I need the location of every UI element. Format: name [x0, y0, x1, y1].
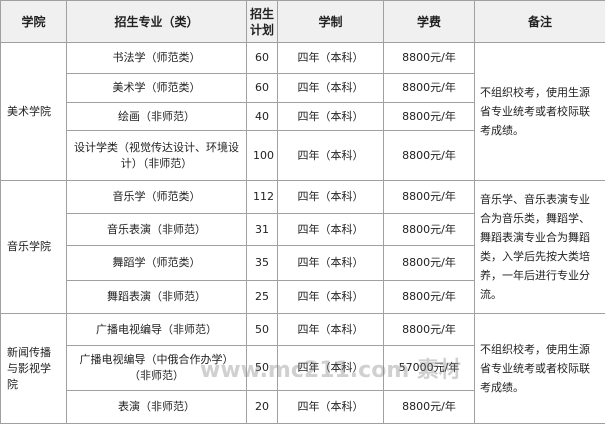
- header-row: 学院招生专业（类）招生计划学制学费备注: [1, 1, 605, 43]
- plan-cell: 100: [247, 131, 278, 181]
- header-cell: 招生专业（类）: [67, 1, 247, 43]
- major-cell: 书法学（师范类）: [67, 43, 247, 74]
- plan-cell: 112: [247, 181, 278, 214]
- fee-cell: 57000元/年: [384, 346, 475, 391]
- duration-cell: 四年（本科）: [278, 281, 384, 314]
- major-cell: 音乐表演（非师范）: [67, 214, 247, 246]
- major-cell: 音乐学（师范类）: [67, 181, 247, 214]
- duration-cell: 四年（本科）: [278, 246, 384, 281]
- fee-cell: 8800元/年: [384, 314, 475, 346]
- major-cell: 广播电视编导（非师范）: [67, 314, 247, 346]
- major-cell: 绘画（非师范）: [67, 103, 247, 131]
- plan-cell: 25: [247, 281, 278, 314]
- plan-cell: 35: [247, 246, 278, 281]
- duration-cell: 四年（本科）: [278, 314, 384, 346]
- fee-cell: 8800元/年: [384, 43, 475, 74]
- duration-cell: 四年（本科）: [278, 214, 384, 246]
- plan-cell: 50: [247, 346, 278, 391]
- major-cell: 广播电视编导（中俄合作办学）（非师范）: [67, 346, 247, 391]
- major-cell: 表演（非师范）: [67, 391, 247, 424]
- fee-cell: 8800元/年: [384, 214, 475, 246]
- fee-cell: 8800元/年: [384, 103, 475, 131]
- note-cell: 音乐学、音乐表演专业合为音乐类，舞蹈学、舞蹈表演专业合为舞蹈类，入学后先按大类培…: [475, 181, 605, 314]
- plan-cell: 50: [247, 314, 278, 346]
- plan-cell: 20: [247, 391, 278, 424]
- duration-cell: 四年（本科）: [278, 103, 384, 131]
- plan-cell: 60: [247, 43, 278, 74]
- college-cell: 新闻传播与影视学院: [1, 314, 67, 424]
- fee-cell: 8800元/年: [384, 131, 475, 181]
- note-cell: 不组织校考，使用生源省专业统考或者校际联考成绩。: [475, 314, 605, 424]
- header-cell: 招生计划: [247, 1, 278, 43]
- fee-cell: 8800元/年: [384, 391, 475, 424]
- major-cell: 美术学（师范类）: [67, 74, 247, 103]
- fee-cell: 8800元/年: [384, 181, 475, 214]
- header-cell: 学院: [1, 1, 67, 43]
- duration-cell: 四年（本科）: [278, 43, 384, 74]
- duration-cell: 四年（本科）: [278, 131, 384, 181]
- major-cell: 舞蹈学（师范类）: [67, 246, 247, 281]
- fee-cell: 8800元/年: [384, 281, 475, 314]
- header-cell: 学制: [278, 1, 384, 43]
- plan-cell: 40: [247, 103, 278, 131]
- duration-cell: 四年（本科）: [278, 181, 384, 214]
- major-cell: 设计学类（视觉传达设计、环境设计）（非师范）: [67, 131, 247, 181]
- fee-cell: 8800元/年: [384, 246, 475, 281]
- header-cell: 备注: [475, 1, 605, 43]
- duration-cell: 四年（本科）: [278, 391, 384, 424]
- college-cell: 音乐学院: [1, 181, 67, 314]
- duration-cell: 四年（本科）: [278, 346, 384, 391]
- fee-cell: 8800元/年: [384, 74, 475, 103]
- header-cell: 学费: [384, 1, 475, 43]
- plan-cell: 60: [247, 74, 278, 103]
- college-cell: 美术学院: [1, 43, 67, 181]
- plan-cell: 31: [247, 214, 278, 246]
- note-cell: 不组织校考，使用生源省专业统考或者校际联考成绩。: [475, 43, 605, 181]
- major-cell: 舞蹈表演（非师范）: [67, 281, 247, 314]
- duration-cell: 四年（本科）: [278, 74, 384, 103]
